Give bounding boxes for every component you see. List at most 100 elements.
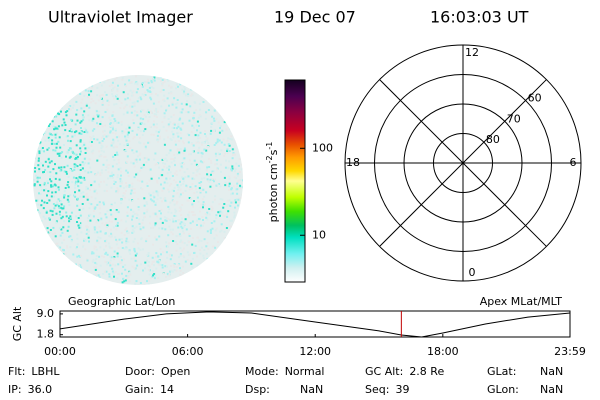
pixel xyxy=(207,141,210,144)
pixel xyxy=(155,113,158,116)
pixel xyxy=(51,120,54,123)
pixel xyxy=(212,170,215,173)
pixel xyxy=(113,86,116,89)
pixel xyxy=(133,249,136,251)
pixel xyxy=(135,225,138,228)
pixel xyxy=(218,76,221,79)
pixel xyxy=(196,196,199,199)
pixel xyxy=(33,270,36,272)
pixel xyxy=(168,273,171,276)
pixel xyxy=(51,238,54,241)
pixel xyxy=(136,172,139,175)
pixel xyxy=(90,150,93,153)
pixel xyxy=(129,105,131,108)
pixel xyxy=(227,82,229,85)
pixel xyxy=(172,220,175,223)
pixel xyxy=(103,129,106,132)
pixel xyxy=(123,247,126,250)
mlt-label: 0 xyxy=(469,266,476,279)
pixel xyxy=(232,253,234,256)
pixel xyxy=(178,195,181,198)
pixel xyxy=(150,177,153,180)
pixel xyxy=(133,213,136,215)
pixel xyxy=(214,269,217,272)
pixel xyxy=(133,188,136,190)
pixel xyxy=(65,155,67,158)
pixel xyxy=(219,102,222,105)
pixel xyxy=(95,255,98,257)
pixel xyxy=(200,246,203,249)
pixel xyxy=(141,222,144,225)
pixel xyxy=(114,218,117,221)
pixel xyxy=(109,259,112,262)
pixel xyxy=(93,180,96,183)
pixel xyxy=(148,273,151,276)
pixel xyxy=(195,124,198,127)
pixel xyxy=(77,273,79,276)
pixel xyxy=(174,220,177,223)
pixel xyxy=(207,109,210,111)
pixel xyxy=(237,275,240,278)
pixel xyxy=(56,280,59,283)
pixel xyxy=(76,246,78,249)
pixel xyxy=(52,262,55,265)
pixel xyxy=(218,253,221,256)
pixel xyxy=(109,125,112,128)
pixel xyxy=(100,169,103,172)
pixel xyxy=(206,213,209,216)
pixel xyxy=(79,130,82,133)
pixel xyxy=(237,204,239,207)
pixel xyxy=(76,89,78,92)
pixel xyxy=(211,207,214,210)
pixel xyxy=(209,100,212,103)
pixel xyxy=(58,273,61,276)
pixel xyxy=(238,110,241,113)
pixel xyxy=(196,255,198,258)
pixel xyxy=(147,108,150,111)
pixel xyxy=(163,80,166,83)
pixel xyxy=(99,172,102,175)
pixel xyxy=(230,138,233,141)
pixel xyxy=(211,115,214,118)
pixel xyxy=(214,90,217,93)
pixel xyxy=(125,237,128,240)
pixel xyxy=(183,147,186,150)
pixel xyxy=(228,160,231,163)
pixel xyxy=(98,212,101,215)
pixel xyxy=(216,254,219,257)
pixel xyxy=(131,215,134,218)
pixel xyxy=(66,276,69,279)
pixel xyxy=(76,233,79,236)
pixel xyxy=(218,183,221,185)
pixel xyxy=(225,159,227,162)
pixel xyxy=(98,76,101,79)
pixel xyxy=(89,279,92,282)
pixel xyxy=(164,157,167,160)
pixel xyxy=(41,149,44,152)
pixel xyxy=(219,82,222,85)
pixel xyxy=(74,265,77,268)
pixel xyxy=(231,275,234,278)
colorbar-tick-label: 10 xyxy=(312,228,326,241)
pixel xyxy=(229,240,232,243)
pixel xyxy=(34,255,36,258)
pixel xyxy=(201,143,203,146)
pixel xyxy=(96,220,99,223)
pixel xyxy=(105,166,108,169)
pixel xyxy=(57,275,60,278)
pixel xyxy=(132,240,135,243)
pixel xyxy=(142,269,144,272)
pixel xyxy=(66,183,69,186)
pixel xyxy=(173,263,176,265)
pixel xyxy=(153,196,156,199)
pixel xyxy=(179,247,182,250)
pixel xyxy=(198,113,201,116)
pixel xyxy=(185,281,188,284)
pixel xyxy=(91,152,94,155)
pixel xyxy=(158,129,161,132)
pixel xyxy=(52,232,55,235)
pixel xyxy=(69,265,72,268)
pixel xyxy=(38,83,41,85)
pixel xyxy=(81,177,84,180)
pixel xyxy=(113,78,116,81)
